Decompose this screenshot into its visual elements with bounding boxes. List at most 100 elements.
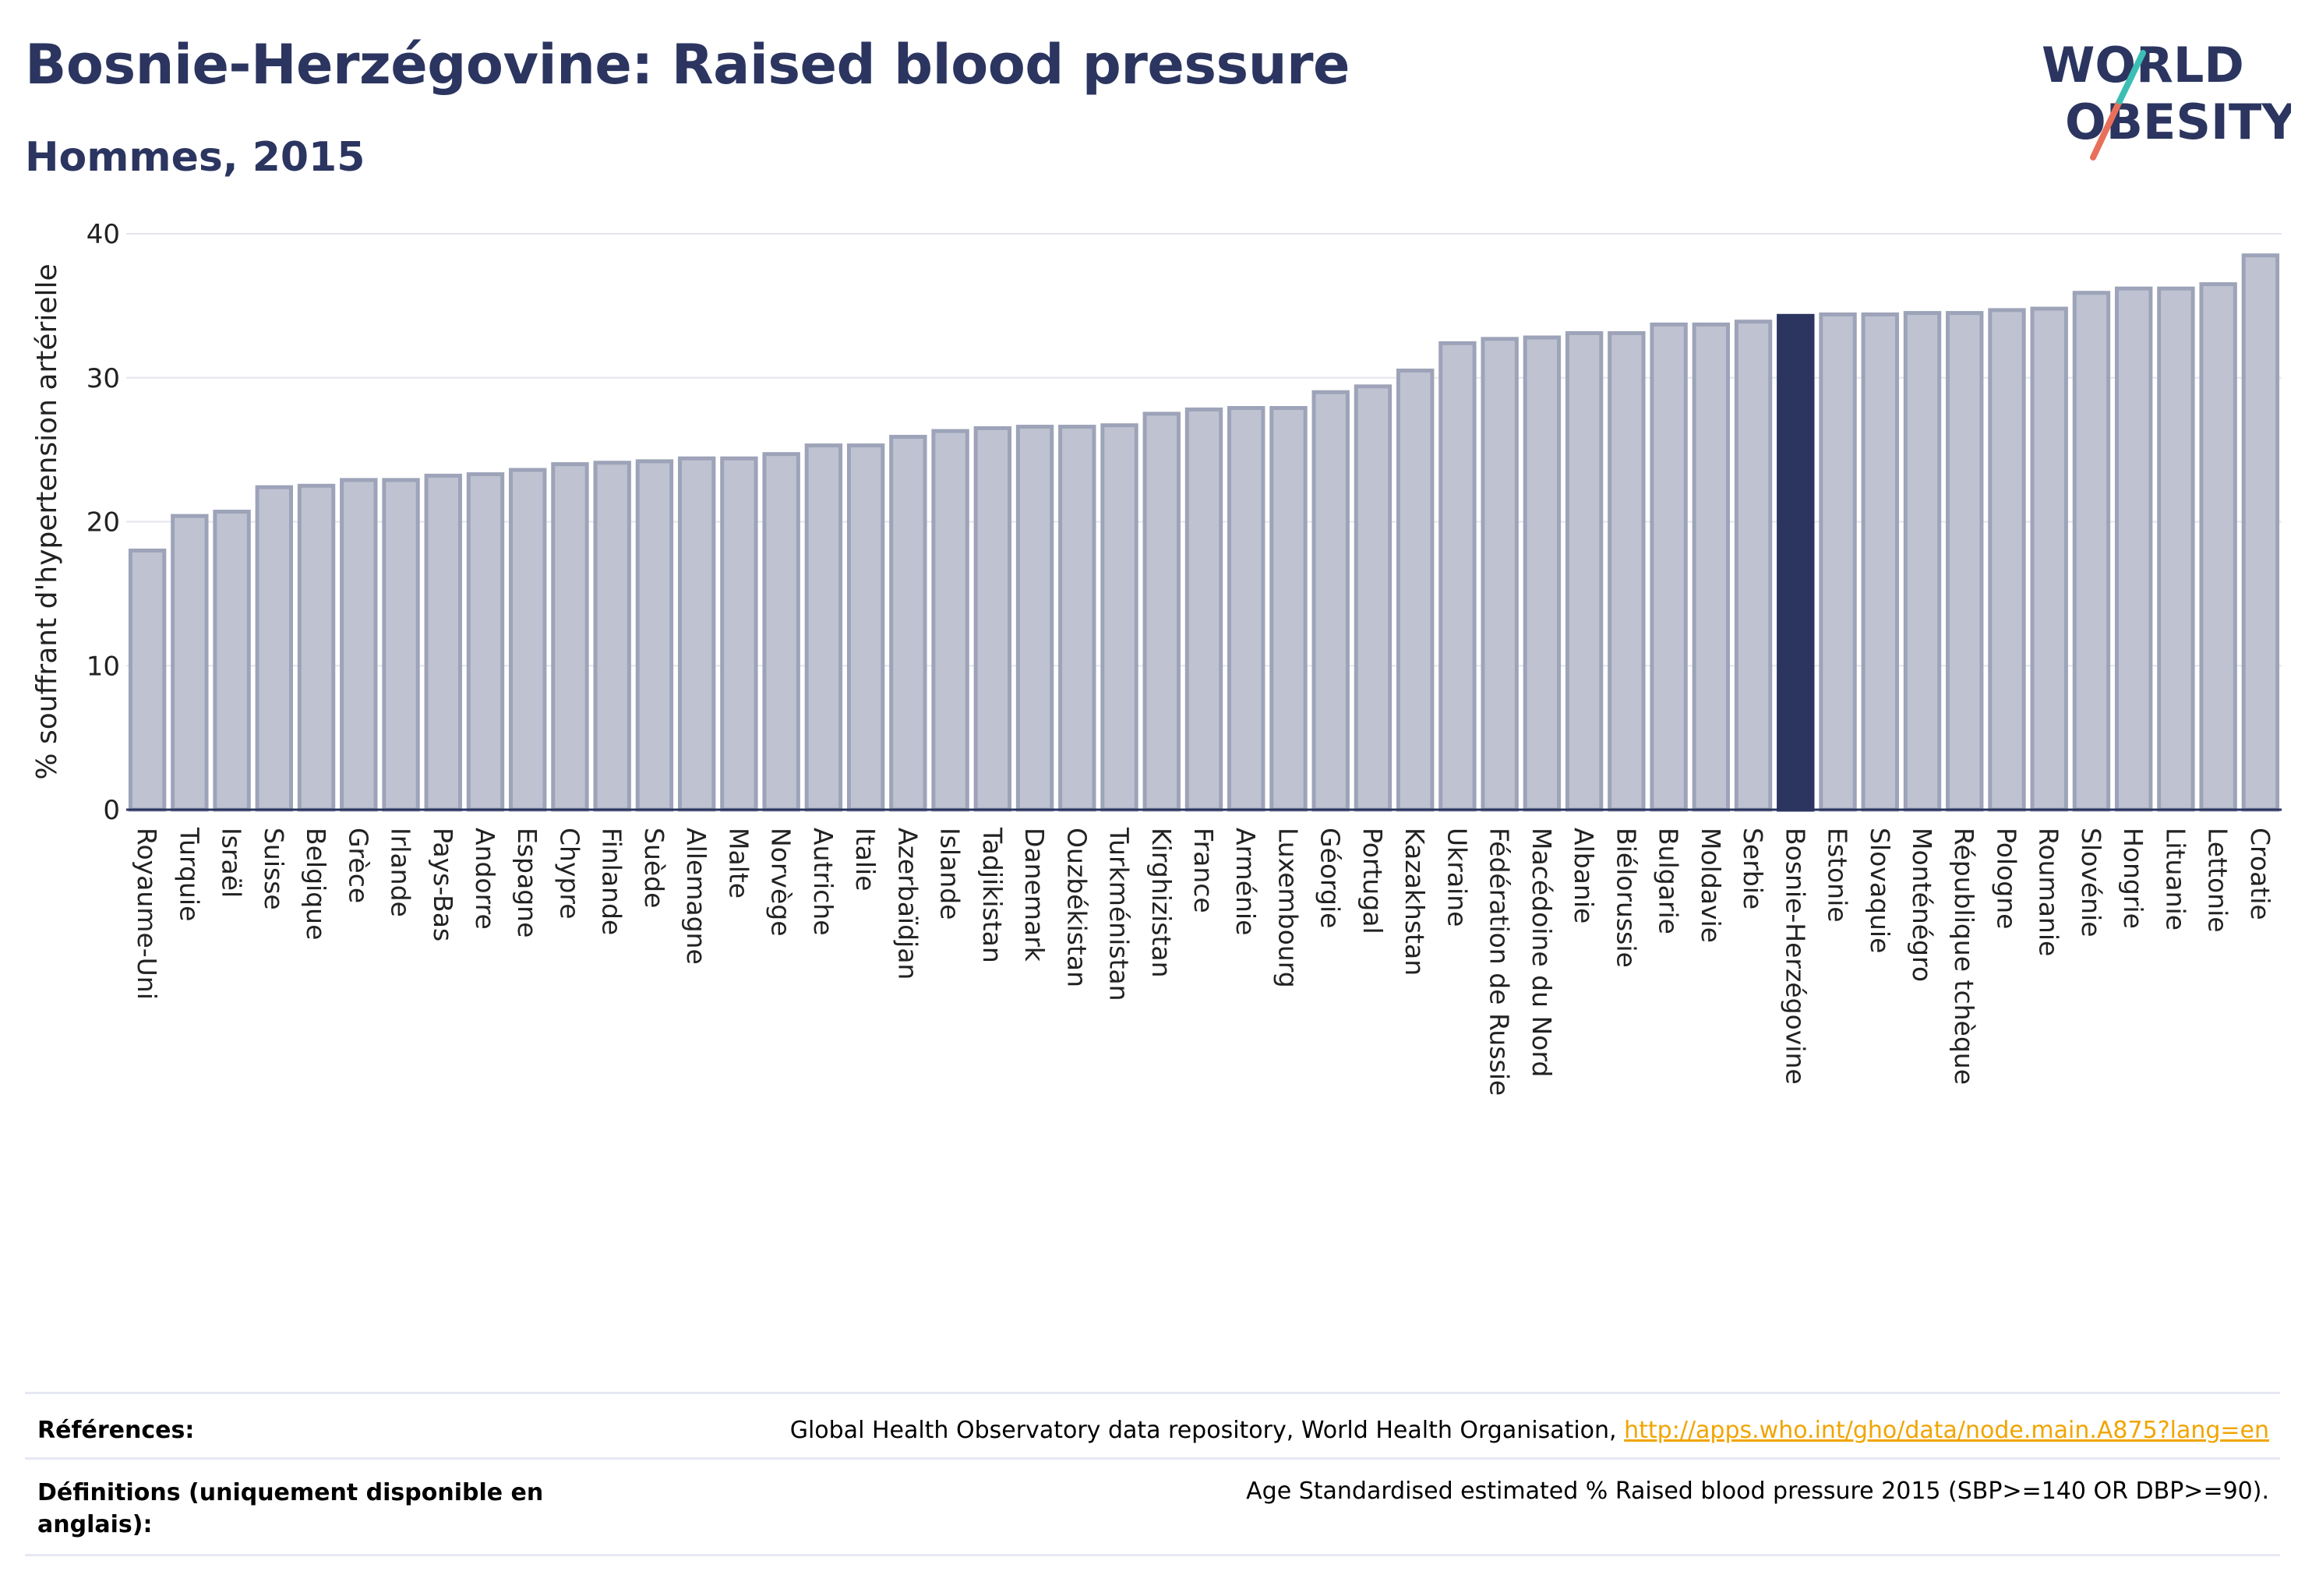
bar [1015, 425, 1054, 812]
x-tick-label: Slovaquie [1865, 828, 1895, 953]
x-tick-label: Chypre [554, 828, 584, 920]
bar [593, 461, 631, 812]
bar [677, 456, 716, 812]
bar [1311, 390, 1350, 812]
bar [1650, 322, 1688, 812]
references-link[interactable]: http://apps.who.int/gho/data/node.main.A… [1624, 1417, 2269, 1444]
bar [1142, 411, 1181, 812]
bar-highlighted [1777, 313, 1815, 812]
x-tick-label: Belgique [301, 828, 331, 940]
x-tick-label: Lettonie [2203, 828, 2233, 933]
bar-chart: 0 10 20 30 40 Royaume-Uni Turquie Israël Suisse… [31, 219, 2282, 1096]
x-tick-label: Arménie [1230, 828, 1261, 935]
bar [466, 472, 505, 812]
x-tick-label: Turkménistan [1104, 827, 1135, 1001]
x-tick-label: Hongrie [2118, 828, 2148, 929]
references-source: Global Health Observatory data repositor… [789, 1417, 1617, 1444]
x-tick-label: Bulgarie [1654, 828, 1684, 934]
bar [889, 434, 927, 812]
x-tick-label: Danemark [1019, 828, 1050, 962]
x-tick-label: Norvège [766, 828, 796, 937]
x-tick-label: Kazakhstan [1400, 828, 1430, 976]
x-tick-label: Géorgie [1315, 828, 1346, 928]
bar [2072, 291, 2111, 812]
x-tick-label: Macédoine du Nord [1527, 828, 1557, 1077]
x-tick-label: Royaume-Uni [132, 828, 162, 1000]
x-tick-labels: Royaume-Uni Turquie Israël Suisse Belgique Gr… [132, 827, 2275, 1096]
x-tick-label: Ukraine [1442, 828, 1472, 927]
bar [2114, 286, 2153, 812]
bar [1438, 341, 1477, 812]
bar [1523, 335, 1562, 812]
bar [1903, 311, 1942, 812]
bar [2199, 282, 2237, 812]
chart-subtitle: Hommes, 2015 [25, 134, 365, 181]
definitions-label: Définitions (uniquement disponible en an… [37, 1479, 544, 1538]
x-tick-label: Slovénie [2076, 828, 2106, 937]
bar [1946, 311, 1984, 812]
bar [1227, 406, 1265, 812]
x-tick-label: France [1188, 828, 1219, 913]
y-tick-label: 20 [86, 507, 120, 538]
x-tick-label: Serbie [1738, 828, 1768, 909]
x-tick-label: Biélorussie [1611, 828, 1641, 968]
y-tick-label: 30 [86, 363, 120, 394]
bar [1184, 407, 1223, 812]
bars [128, 253, 2280, 812]
x-tick-label: Suisse [259, 828, 289, 910]
x-tick-label: République tchèque [1949, 828, 1979, 1085]
definitions-text: Age Standardised estimated % Raised bloo… [1246, 1478, 2269, 1505]
x-tick-label: Kirghizistan [1146, 828, 1177, 978]
footer-divider [25, 1554, 2280, 1556]
x-tick-label: Moldavie [1696, 828, 1726, 943]
bar [1819, 312, 1857, 812]
bar [424, 473, 462, 812]
bar [1565, 330, 1604, 812]
chart-title: Bosnie-Herzégovine: Raised blood pressur… [25, 33, 1350, 97]
x-tick-label: Croatie [2245, 828, 2275, 920]
x-tick-label: Ouzbékistan [1061, 828, 1092, 987]
y-tick-labels: 0 10 20 30 40 [86, 219, 120, 826]
bar [2157, 286, 2195, 812]
x-tick-label: Andorre [470, 828, 500, 930]
bar [762, 452, 800, 812]
bar [509, 468, 547, 812]
x-tick-label: Israël [217, 828, 247, 898]
x-tick-label: Luxembourg [1273, 828, 1303, 988]
references-label: Références: [37, 1417, 195, 1444]
x-tick-label: Irlande [386, 828, 416, 917]
bar [1269, 406, 1308, 812]
bar [340, 478, 378, 812]
bar [1396, 369, 1435, 812]
bar [804, 443, 843, 812]
footer-divider [25, 1392, 2280, 1394]
bar [1100, 423, 1138, 812]
y-tick-label: 0 [103, 795, 120, 826]
x-tick-label: Estonie [1823, 828, 1853, 923]
bar [1058, 425, 1096, 812]
x-tick-label: Allemagne [681, 828, 711, 965]
bar [846, 443, 885, 812]
x-tick-label: Suède [639, 828, 669, 908]
bar [1734, 320, 1773, 812]
bar [1354, 384, 1393, 812]
bar [213, 510, 251, 812]
x-tick-label: Fédération de Russie [1484, 828, 1515, 1096]
x-tick-label: Roumanie [2034, 828, 2064, 956]
bar [1608, 330, 1646, 812]
x-tick-label: Finlande [597, 828, 627, 935]
x-tick-label: Monténégro [1907, 828, 1937, 982]
footer-divider [25, 1457, 2280, 1460]
x-tick-label: Pologne [1991, 828, 2021, 929]
x-tick-label: Grèce [343, 828, 373, 903]
x-tick-label: Tadjikistan [977, 827, 1008, 963]
bar [551, 462, 589, 812]
x-tick-label: Lituanie [2160, 828, 2190, 930]
world-obesity-logo: WORLD OBESITY [2042, 37, 2291, 161]
x-tick-label: Bosnie-Herzégovine [1780, 828, 1810, 1085]
bar [297, 483, 336, 812]
bar [1481, 337, 1519, 812]
bar [2030, 306, 2068, 812]
bar [382, 478, 420, 812]
x-tick-label: Azerbaïdjan [892, 828, 923, 980]
